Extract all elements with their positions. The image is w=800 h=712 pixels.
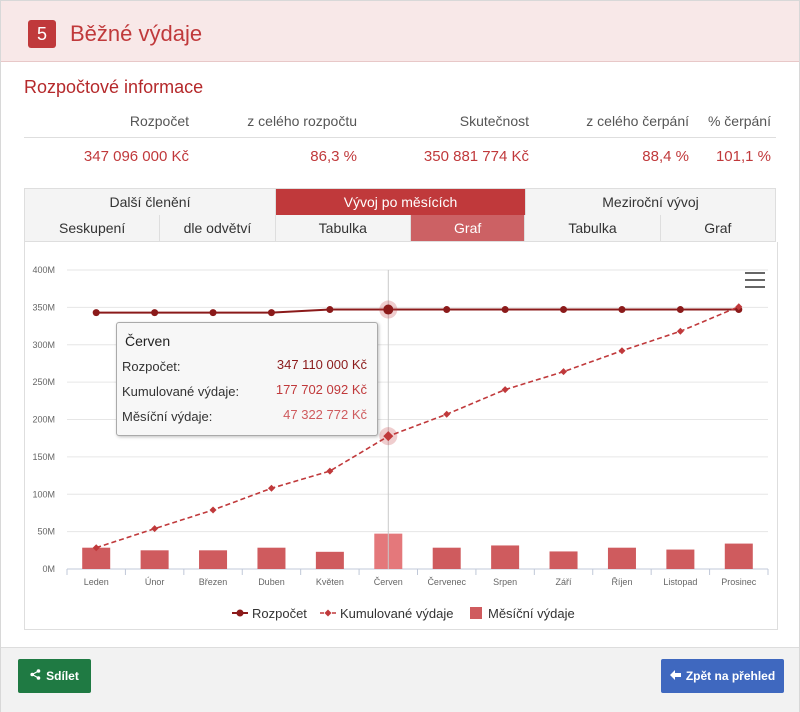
section-number-badge: 5 [28, 20, 56, 48]
subtab-by-sector[interactable]: dle odvětví [160, 215, 276, 242]
value-share-of-spending: 88,4 % [642, 148, 689, 165]
arrow-left-icon [669, 669, 681, 683]
col-header-share-of-spending: z celého čerpání [586, 113, 689, 129]
value-share-of-budget: 86,3 % [310, 148, 357, 165]
col-header-spending-pct: % čerpání [707, 113, 771, 129]
page-title: Běžné výdaje [70, 21, 203, 46]
value-budget: 347 096 000 Kč [83, 148, 189, 165]
subtab-yoy-table[interactable]: Tabulka [525, 215, 661, 242]
col-header-budget: Rozpočet [129, 113, 189, 129]
sub-tabs: Seskupení dle odvětví Tabulka Graf Tabul… [24, 215, 777, 242]
subtab-monthly-table[interactable]: Tabulka [275, 215, 411, 242]
subtab-monthly-chart[interactable]: Graf [410, 215, 526, 242]
tooltip-value-cumulative: 177 702 092 Kč [275, 382, 367, 397]
value-spending-pct: 101,1 % [715, 148, 771, 165]
tooltip-value-monthly: 47 322 772 Kč [283, 407, 367, 422]
modal-header: 5 Běžné výdaje [1, 1, 799, 62]
share-button[interactable]: Sdílet [18, 659, 91, 693]
share-button-label: Sdílet [46, 669, 79, 683]
chart-container [24, 242, 778, 630]
main-tabs: Další členění Vývoj po měsících Meziročn… [24, 188, 776, 216]
col-header-actual: Skutečnost [459, 113, 529, 129]
tooltip-label-monthly: Měsíční výdaje: [122, 409, 213, 424]
tooltip-label-budget: Rozpočet: [122, 359, 181, 374]
hamburger-menu-icon[interactable] [745, 272, 765, 288]
tab-monthly-development[interactable]: Vývoj po měsících [276, 189, 526, 216]
chart-tooltip: Červen Rozpočet: 347 110 000 Kč Kumulova… [116, 322, 378, 436]
back-button-label: Zpět na přehled [685, 669, 776, 683]
value-actual: 350 881 774 Kč [423, 148, 529, 165]
budget-info-header-row: Rozpočet z celého rozpočtu Skutečnost z … [24, 110, 776, 138]
tooltip-title: Červen [125, 333, 171, 349]
share-icon [30, 669, 41, 683]
budget-info-title: Rozpočtové informace [24, 77, 204, 97]
budget-info-value-row: 347 096 000 Kč 86,3 % 350 881 774 Kč 88,… [24, 138, 776, 176]
tooltip-label-cumulative: Kumulované výdaje: [122, 384, 240, 399]
tab-year-over-year[interactable]: Meziroční vývoj [526, 189, 776, 216]
subtab-yoy-chart[interactable]: Graf [660, 215, 777, 242]
col-header-share-of-budget: z celého rozpočtu [247, 113, 357, 129]
tooltip-value-budget: 347 110 000 Kč [276, 357, 367, 372]
back-to-overview-button[interactable]: Zpět na přehled [661, 659, 784, 693]
subtab-grouping[interactable]: Seskupení [24, 215, 161, 242]
tab-further-breakdown[interactable]: Další členění [24, 189, 276, 216]
budget-info-table: Rozpočet z celého rozpočtu Skutečnost z … [24, 110, 776, 176]
